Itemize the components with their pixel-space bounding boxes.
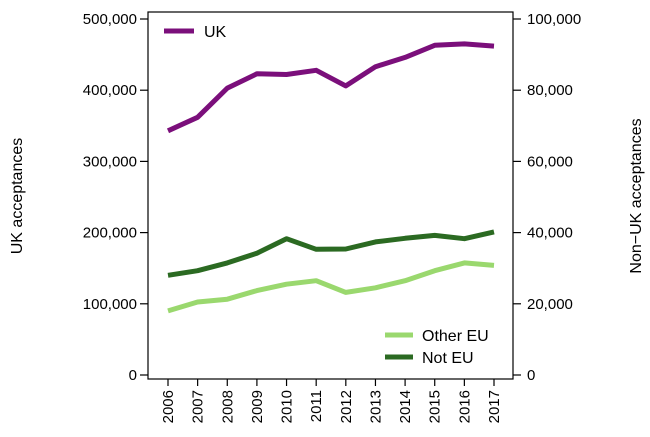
series-line-not-eu [167,229,495,278]
legend-label-other-eu: Other EU [422,328,489,345]
x-tick-label: 2011 [308,390,325,422]
series-line-other-eu [167,260,495,314]
legend-uk: UK [164,24,227,41]
right-tick-label: 80,000 [527,82,573,99]
x-tick-label: 2010 [279,390,296,423]
right-tick-label: 100,000 [527,11,581,28]
right-axis: 0 20,000 40,000 60,000 80,000 100,000 [513,11,581,384]
x-tick-label: 2006 [160,390,177,423]
left-axis-title: UK acceptances [9,138,26,255]
x-tick-label: 2007 [190,390,207,423]
series-layer [166,41,495,314]
plot-frame [147,11,514,380]
left-tick-label: 200,000 [83,225,137,242]
left-tick-label: 0 [129,367,137,384]
series-line-uk [166,41,495,134]
legend-bottom: Other EU Not EU [385,328,489,367]
x-tick-label: 2015 [427,390,444,423]
right-tick-label: 20,000 [527,296,573,313]
x-tick-label: 2016 [456,390,473,423]
x-axis: 2006 2007 2008 2009 2010 2011 2012 2013 2014 2015… [160,379,503,423]
left-tick-label: 500,000 [83,11,137,28]
x-tick-label: 2014 [397,390,414,423]
right-axis-title: Non−UK acceptances [628,118,645,273]
x-tick-label: 2017 [486,390,503,423]
x-tick-label: 2008 [219,390,236,423]
x-tick-label: 2012 [338,390,355,423]
right-tick-label: 0 [527,367,535,384]
x-tick-label: 2009 [249,390,266,423]
left-tick-label: 100,000 [83,296,137,313]
legend-label-uk: UK [204,24,227,41]
left-tick-label: 400,000 [83,82,137,99]
left-tick-label: 300,000 [83,153,137,170]
x-tick-label: 2013 [367,390,384,423]
left-axis: 0 100,000 200,000 300,000 400,000 500,000 [83,11,148,384]
right-tick-label: 40,000 [527,225,573,242]
legend-label-not-eu: Not EU [422,350,474,367]
right-tick-label: 60,000 [527,153,573,170]
